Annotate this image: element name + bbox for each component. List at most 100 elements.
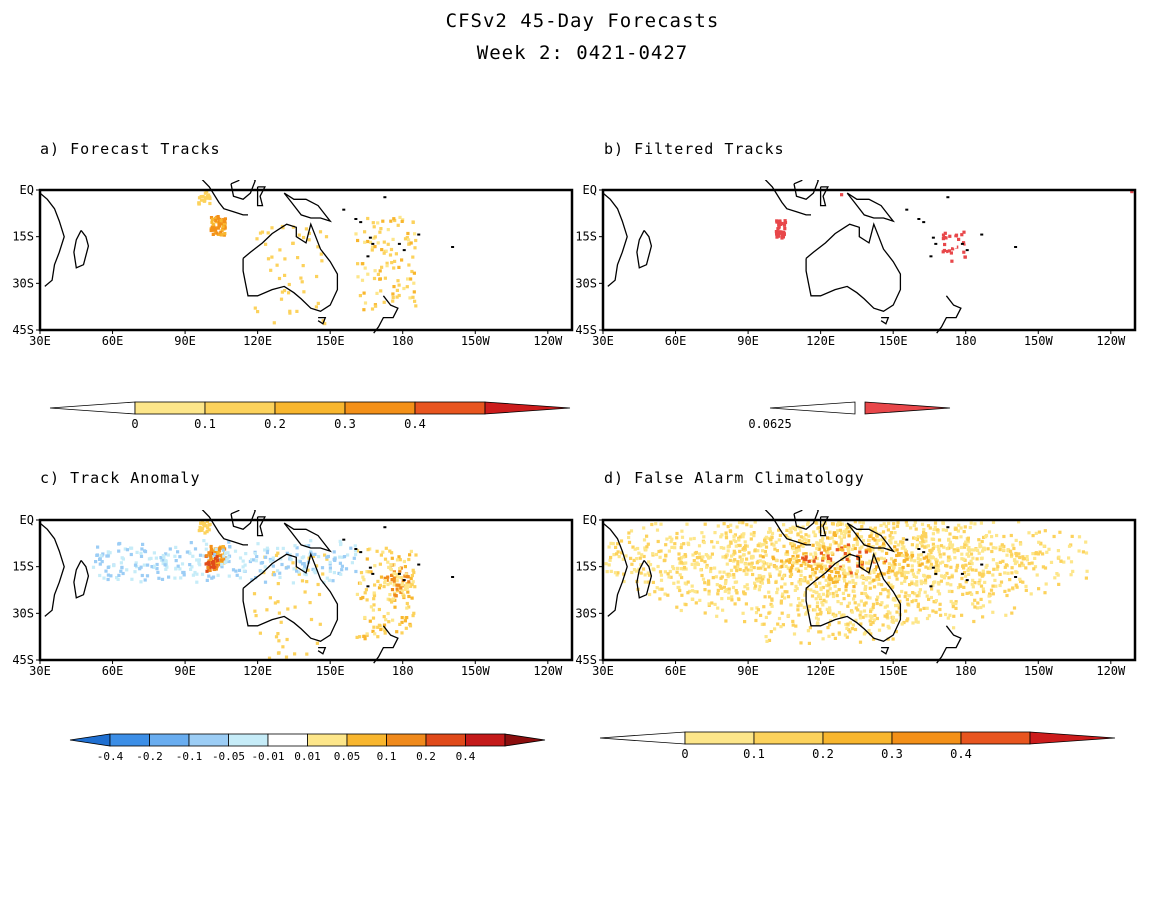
- colorbar-tick-label: -0.1: [176, 750, 203, 763]
- lon-tick-label: 120W: [533, 334, 563, 348]
- lon-tick-label: 150W: [1024, 334, 1054, 348]
- track-anomaly-colorbar: -0.4 -0.2 -0.1 -0.05 -0.01 0.01 0.05 0.1 0.2 0.4: [69, 733, 546, 763]
- lon-tick-label: 30E: [592, 664, 614, 678]
- panel-d-title: d) False Alarm Climatology: [604, 469, 865, 487]
- lon-tick-label: 150W: [1024, 664, 1054, 678]
- colorbar-segment: [346, 733, 387, 747]
- colorbar-segment: [960, 731, 1031, 745]
- lat-tick-label: 15S: [12, 560, 34, 574]
- colorbar-segment: [228, 733, 269, 747]
- lon-tick-label: 120E: [806, 334, 835, 348]
- colorbar-tick-label: 0.0625: [748, 417, 791, 431]
- lon-tick-label: 30E: [29, 664, 51, 678]
- colorbar-tick-label: 0.2: [812, 747, 834, 761]
- colorbar-segment: [149, 733, 190, 747]
- lat-tick-label: 15S: [12, 230, 34, 244]
- colorbar-upper-extension: [1029, 731, 1116, 745]
- lon-tick-label: 120W: [1096, 664, 1126, 678]
- colorbar-upper-extension: [864, 401, 951, 415]
- lon-tick-label: 90E: [737, 334, 759, 348]
- lat-tick-label: EQ: [583, 183, 597, 197]
- lon-tick-label: 60E: [665, 334, 687, 348]
- colorbar-tick-label: 0.2: [416, 750, 436, 763]
- lon-tick-label: 180: [392, 664, 414, 678]
- colorbar-segment: [753, 731, 824, 745]
- colorbar-segment: [274, 401, 346, 415]
- colorbar-lower-extension: [49, 401, 136, 415]
- false-alarm-climatology-map: 30E 60E 90E 120E 150E 180 150W 120W EQ 15S 30S 45S: [575, 510, 1137, 678]
- forecast-tracks-map: 30E 60E 90E 120E 150E 180 150W 120W EQ 15S 30S 45S: [12, 180, 574, 348]
- coastlines: [602, 510, 1018, 664]
- panel-b-title: b) Filtered Tracks: [604, 140, 785, 158]
- data-pixels: [91, 520, 418, 660]
- lon-tick-label: 120E: [243, 664, 272, 678]
- colorbar-segment: [684, 731, 755, 745]
- data-pixels: [197, 190, 418, 326]
- colorbar-lower-extension: [769, 401, 856, 415]
- lon-tick-label: 120E: [806, 664, 835, 678]
- forecast-tracks-colorbar: 0 0.1 0.2 0.3 0.4: [49, 401, 571, 431]
- lat-tick-label: 45S: [575, 653, 597, 667]
- colorbar-segment: [204, 401, 276, 415]
- lat-tick-label: 45S: [575, 323, 597, 337]
- lon-tick-label: 60E: [665, 664, 687, 678]
- lat-tick-label: 30S: [575, 276, 597, 290]
- colorbar-segment: [414, 401, 486, 415]
- map-frame: [38, 188, 574, 332]
- lon-tick-label: 150E: [879, 334, 908, 348]
- colorbar-upper-extension: [484, 401, 571, 415]
- false-alarm-climatology-colorbar: 0 0.1 0.2 0.3 0.4: [599, 731, 1116, 761]
- lon-tick-label: 90E: [174, 334, 196, 348]
- lon-tick-label: 60E: [102, 334, 124, 348]
- lon-tick-label: 150E: [316, 664, 345, 678]
- colorbar-tick-label: 0.4: [950, 747, 972, 761]
- colorbar-segment: [425, 733, 466, 747]
- lon-tick-label: 120W: [533, 664, 563, 678]
- lat-tick-label: 30S: [12, 276, 34, 290]
- colorbar-tick-label: 0: [131, 417, 138, 431]
- colorbar-tick-label: -0.05: [212, 750, 245, 763]
- filtered-tracks-map: 30E 60E 90E 120E 150E 180 150W 120W EQ 15S 30S 45S: [575, 180, 1137, 348]
- colorbar-lower-extension: [599, 731, 686, 745]
- panel-a-title: a) Forecast Tracks: [40, 140, 221, 158]
- lon-tick-label: 90E: [737, 664, 759, 678]
- page-subtitle: Week 2: 0421-0427: [476, 42, 689, 64]
- lon-tick-label: 30E: [592, 334, 614, 348]
- colorbar-segment: [267, 733, 308, 747]
- colorbar-tick-label: 0.4: [456, 750, 476, 763]
- colorbar-tick-label: 0.1: [743, 747, 765, 761]
- colorbar-segment: [307, 733, 348, 747]
- coastlines: [602, 180, 1018, 334]
- lon-tick-label: 30E: [29, 334, 51, 348]
- lon-tick-label: 120W: [1096, 334, 1126, 348]
- colorbar-segment: [109, 733, 150, 747]
- colorbar-tick-label: 0: [681, 747, 688, 761]
- map-frame: [38, 518, 574, 662]
- lon-tick-label: 150E: [316, 334, 345, 348]
- lon-tick-label: 180: [955, 334, 977, 348]
- colorbar-tick-label: -0.2: [136, 750, 163, 763]
- colorbar-upper-extension: [504, 733, 546, 747]
- colorbar-lower-extension: [69, 733, 111, 747]
- coastlines: [39, 510, 455, 664]
- colorbar-tick-label: 0.1: [377, 750, 397, 763]
- lat-tick-label: 30S: [12, 606, 34, 620]
- colorbar-tick-label: 0.3: [881, 747, 903, 761]
- colorbar-tick-label: -0.01: [251, 750, 284, 763]
- colorbar-tick-label: 0.1: [194, 417, 216, 431]
- lon-tick-label: 60E: [102, 664, 124, 678]
- map-frame: [601, 188, 1137, 332]
- colorbar-tick-label: 0.01: [294, 750, 321, 763]
- lon-tick-label: 150E: [879, 664, 908, 678]
- colorbar-segment: [134, 401, 206, 415]
- lat-tick-label: 15S: [575, 560, 597, 574]
- colorbar-segment: [188, 733, 229, 747]
- colorbar-tick-label: 0.4: [404, 417, 426, 431]
- panel-c-title: c) Track Anomaly: [40, 469, 201, 487]
- colorbar-segment: [386, 733, 427, 747]
- lon-tick-label: 120E: [243, 334, 272, 348]
- lat-tick-label: EQ: [583, 513, 597, 527]
- colorbar-segment: [344, 401, 416, 415]
- lon-tick-label: 180: [392, 334, 414, 348]
- map-frame: [601, 518, 1137, 662]
